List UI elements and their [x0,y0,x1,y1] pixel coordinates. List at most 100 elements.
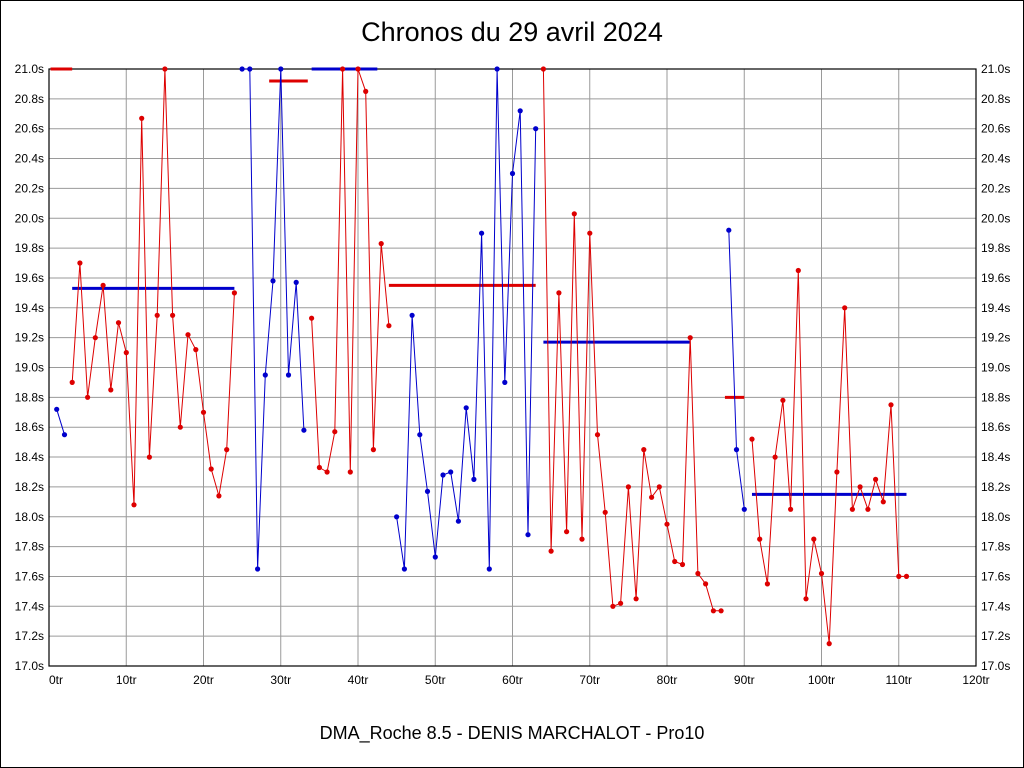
red-lap-point [115,320,122,326]
red-lap-point [579,536,585,542]
red-lap-point [324,469,330,475]
svg-text:19.8s: 19.8s [15,241,44,255]
red-lap-point [610,603,616,609]
red-lap-point [873,476,879,482]
red-lap-point [332,429,338,435]
red-lap-point [69,379,75,385]
red-lap-point [664,521,670,527]
svg-text:20.8s: 20.8s [15,92,44,106]
gridlines [48,68,977,667]
red-lap-point [224,447,230,453]
svg-text:19.4s: 19.4s [981,301,1010,315]
red-lap-point [649,494,655,500]
red-lap-point [200,409,207,415]
red-lap-point [710,608,717,614]
svg-text:18.8s: 18.8s [15,390,44,404]
blue-lap-point [440,472,446,478]
blue-stint-line [396,68,537,570]
blue-lap-point [432,554,438,560]
svg-text:19.0s: 19.0s [981,361,1010,375]
red-lap-point [564,529,570,535]
svg-text:20.4s: 20.4s [15,152,44,166]
red-lap-point [370,447,376,453]
blue-lap-point [509,170,516,177]
red-lap-point [170,312,176,318]
svg-text:19.0s: 19.0s [15,361,44,375]
red-series [69,66,910,647]
plot-border [48,68,977,667]
red-lap-point [764,581,771,587]
red-lap-point [571,211,577,217]
svg-text:19.4s: 19.4s [15,301,44,315]
red-lap-point [316,464,322,471]
blue-lap-point [409,312,415,318]
red-lap-point [100,282,106,288]
blue-lap-point [54,406,60,412]
svg-text:18.0s: 18.0s [981,510,1010,524]
blue-lap-point [293,279,299,285]
svg-text:20.8s: 20.8s [981,92,1010,106]
svg-text:20.4s: 20.4s [981,152,1010,166]
red-lap-point [216,493,222,499]
svg-text:100tr: 100tr [808,673,835,687]
blue-lap-point [733,447,740,453]
svg-text:19.8s: 19.8s [981,241,1010,255]
red-lap-point [834,469,840,475]
red-lap-point [602,509,608,515]
red-lap-point [231,290,237,296]
red-lap-point [695,570,701,577]
svg-text:18.4s: 18.4s [15,450,44,464]
blue-lap-point [494,66,500,72]
red-lap-point [749,436,755,442]
blue-lap-point [278,66,284,72]
svg-text:17.0s: 17.0s [15,659,44,673]
red-lap-point [139,115,145,121]
red-lap-point [154,312,160,318]
red-lap-point [146,454,152,460]
svg-text:30tr: 30tr [270,673,291,687]
blue-series [54,66,747,572]
svg-text:19.6s: 19.6s [15,271,44,285]
svg-text:50tr: 50tr [425,673,446,687]
blue-lap-point [417,432,423,438]
red-lap-point [347,469,353,475]
svg-text:110tr: 110tr [886,673,912,687]
svg-text:19.6s: 19.6s [981,271,1010,285]
blue-lap-point [61,432,68,438]
svg-text:17.2s: 17.2s [981,629,1010,643]
svg-text:18.6s: 18.6s [981,420,1010,434]
red-lap-point [633,596,639,602]
svg-text:18.0s: 18.0s [15,510,44,524]
blue-stint-line [728,230,745,510]
red-lap-point [679,561,686,568]
svg-text:18.2s: 18.2s [981,480,1010,494]
red-lap-point [594,432,601,438]
blue-lap-point [401,566,407,572]
red-lap-point [363,88,369,94]
svg-text:20.0s: 20.0s [981,211,1010,225]
red-lap-point [803,596,809,602]
blue-lap-point [486,566,492,572]
svg-text:19.2s: 19.2s [15,331,44,345]
svg-text:21.0s: 21.0s [15,62,44,76]
red-lap-point [888,402,894,408]
blue-stint-line [242,68,305,570]
svg-text:18.4s: 18.4s [981,450,1010,464]
svg-text:0tr: 0tr [49,673,63,687]
svg-text:20tr: 20tr [193,673,214,687]
svg-text:17.6s: 17.6s [981,569,1010,583]
blue-lap-point [455,518,461,524]
svg-text:120tr: 120tr [962,673,989,687]
svg-text:17.6s: 17.6s [15,569,44,583]
red-lap-point [309,315,315,321]
red-stint-line [542,68,722,612]
red-lap-point [92,335,98,341]
blue-lap-point [262,372,268,378]
blue-lap-point [517,108,523,114]
blue-lap-point [448,469,454,475]
red-lap-point [842,305,848,311]
blue-lap-point [301,427,307,433]
svg-text:18.6s: 18.6s [15,420,44,434]
